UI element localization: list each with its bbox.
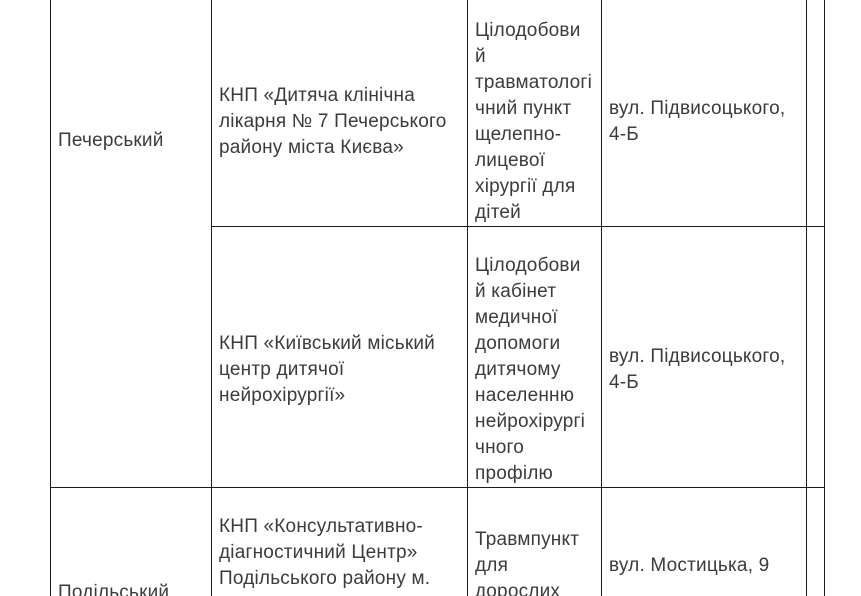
district-label: Печерський bbox=[58, 130, 164, 151]
cell-address: вул. Підвисоцького, 4-Б bbox=[601, 0, 807, 227]
facility-name: КНП «Консультативно- діагностичний Центр… bbox=[219, 516, 431, 596]
district-label: Подільський bbox=[58, 582, 170, 596]
cell-address: вул. Підвисоцького, 4-Б bbox=[601, 226, 807, 488]
cell-service: Цілодобови й травматологі чний пункт щел… bbox=[467, 0, 602, 227]
service-description: Цілодобови й кабінет медичної допомоги д… bbox=[475, 255, 586, 484]
table-row: КНП «Дитяча клінічна лікарня № 7 Печерсь… bbox=[51, 0, 825, 227]
cell-address: вул. Мостицька, 9 bbox=[601, 487, 807, 596]
cell-district-pecherskyi: Печерський bbox=[50, 0, 212, 488]
address-text: вул. Підвисоцького, 4-Б bbox=[609, 98, 786, 145]
hospitals-table: Печерський КНП «Дитяча клінічна лікарня … bbox=[50, 0, 825, 596]
service-description: Цілодобови й травматологі чний пункт щел… bbox=[475, 20, 592, 223]
cell-service: Цілодобови й кабінет медичної допомоги д… bbox=[467, 226, 602, 488]
cell-facility: КНП «Київський міський центр дитячої ней… bbox=[211, 226, 468, 488]
cell-empty bbox=[806, 487, 825, 596]
cell-empty bbox=[806, 0, 825, 227]
table-row: КНП «Київський міський центр дитячої ней… bbox=[51, 226, 825, 488]
service-description: Травмпункт для дорослих bbox=[475, 529, 580, 596]
table-row: Подільський КНП «Консультативно- діагнос… bbox=[50, 487, 825, 596]
facility-name: КНП «Дитяча клінічна лікарня № 7 Печерсь… bbox=[219, 85, 447, 158]
cell-facility: КНП «Консультативно- діагностичний Центр… bbox=[211, 487, 468, 596]
address-text: вул. Мостицька, 9 bbox=[609, 555, 770, 576]
address-text: вул. Підвисоцького, 4-Б bbox=[609, 346, 786, 393]
facility-name: КНП «Київський міський центр дитячої ней… bbox=[219, 333, 435, 406]
cell-facility: КНП «Дитяча клінічна лікарня № 7 Печерсь… bbox=[211, 0, 468, 227]
cell-service: Травмпункт для дорослих bbox=[467, 487, 602, 596]
cell-empty bbox=[806, 226, 825, 488]
cell-district-podilskyi: Подільський bbox=[50, 487, 212, 596]
